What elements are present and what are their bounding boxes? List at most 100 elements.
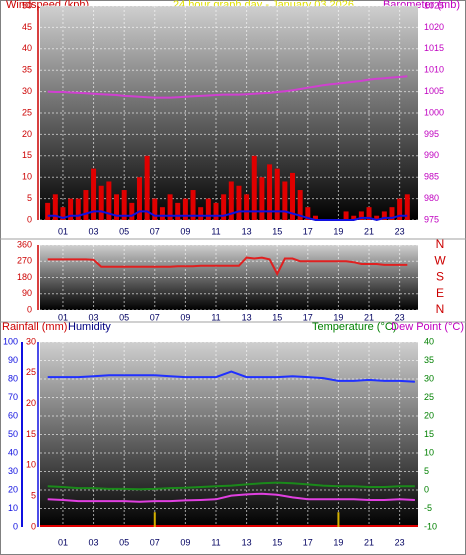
- y2ticks-label: 35: [424, 355, 434, 365]
- y2ticks-label: 20: [424, 410, 434, 420]
- y2ticks-label: 980: [424, 193, 439, 203]
- bar: [282, 181, 288, 220]
- x-tick-label: 19: [333, 226, 343, 236]
- x-tick-label: 09: [180, 226, 190, 236]
- x-tick-label: 01: [58, 537, 68, 547]
- y3ticks-label: 0: [31, 521, 36, 531]
- x-tick-label: 09: [180, 537, 190, 547]
- bar: [366, 207, 372, 220]
- x-tick-label: 05: [119, 537, 129, 547]
- yticks-label: 0: [27, 304, 32, 314]
- x-tick-label: 21: [364, 312, 374, 322]
- bar: [213, 202, 219, 220]
- y3ticks-label: 15: [26, 429, 36, 439]
- x-tick-label: 03: [89, 537, 99, 547]
- x-tick-label: 13: [242, 537, 252, 547]
- y2ticks-label: 30: [424, 373, 434, 383]
- y2ticks-label: 25: [424, 392, 434, 402]
- yticks-label: 180: [17, 272, 32, 282]
- yticks-label: 25: [22, 107, 32, 117]
- x-tick-label: 23: [395, 226, 405, 236]
- bar: [312, 215, 318, 220]
- yticks-label: 20: [22, 129, 32, 139]
- yticks-label: 10: [22, 172, 32, 182]
- yticks-label: 10: [8, 503, 18, 513]
- y2ticks-label: 40: [424, 336, 434, 346]
- legend-dew-point: Dew Point (°C): [391, 321, 464, 333]
- yticks-label: 50: [22, 0, 32, 10]
- bar: [136, 177, 142, 220]
- yticks-label: 30: [22, 86, 32, 96]
- bar: [45, 202, 51, 220]
- x-tick-label: 03: [89, 312, 99, 322]
- y2ticks-label: N: [436, 237, 445, 251]
- yticks-label: 60: [8, 410, 18, 420]
- line: [47, 75, 408, 99]
- legend-humidity: Humidity: [68, 321, 111, 333]
- y2ticks-label: 990: [424, 150, 439, 160]
- y2ticks-label: 1005: [424, 86, 444, 96]
- y2ticks-label: 1025: [424, 0, 444, 10]
- y2ticks-label: 985: [424, 172, 439, 182]
- y3ticks-label: 30: [26, 336, 36, 346]
- chart-title: 24 hour graph day - January 03 2026: [173, 0, 354, 11]
- x-tick-label: 07: [150, 312, 160, 322]
- bar: [68, 198, 74, 220]
- barometer-label: Barometer (mb): [383, 0, 460, 11]
- bar: [121, 190, 127, 220]
- bar: [343, 211, 349, 220]
- yticks-label: 0: [27, 214, 32, 224]
- yticks-label: 40: [8, 447, 18, 457]
- yticks-label: 30: [8, 466, 18, 476]
- bar: [190, 190, 196, 220]
- yticks-label: 90: [22, 288, 32, 298]
- bar: [75, 198, 81, 220]
- x-tick-label: 15: [272, 537, 282, 547]
- bar: [337, 512, 340, 527]
- bar: [221, 194, 227, 220]
- yticks-label: 20: [8, 484, 18, 494]
- x-tick-label: 01: [58, 226, 68, 236]
- bar: [236, 185, 242, 220]
- x-tick-label: 05: [119, 226, 129, 236]
- y3ticks-label: 25: [26, 367, 36, 377]
- x-tick-label: 11: [211, 312, 220, 322]
- bar: [167, 194, 173, 220]
- y2ticks-label: 15: [424, 429, 434, 439]
- yticks-label: 70: [8, 392, 18, 402]
- bar: [274, 168, 280, 220]
- bar: [358, 211, 364, 220]
- yticks-label: 45: [22, 22, 32, 32]
- y2ticks-label: 1000: [424, 107, 444, 117]
- bar: [60, 207, 66, 220]
- bar: [290, 172, 296, 220]
- bar: [305, 207, 311, 220]
- y2ticks-label: N: [436, 302, 445, 316]
- legend-temperature: Temperature (°C): [312, 321, 396, 333]
- yticks-label: 40: [22, 43, 32, 53]
- x-tick-label: 11: [211, 537, 220, 547]
- y2ticks-label: S: [436, 270, 444, 284]
- y2ticks-label: -5: [424, 503, 432, 513]
- bar: [175, 202, 181, 220]
- bar: [106, 181, 112, 220]
- x-tick-label: 19: [333, 537, 343, 547]
- x-tick-label: 15: [272, 226, 282, 236]
- y2ticks-label: E: [436, 286, 444, 300]
- x-tick-label: 03: [89, 226, 99, 236]
- y2ticks-label: 0: [424, 484, 429, 494]
- bar: [351, 215, 357, 220]
- yticks-label: 50: [8, 429, 18, 439]
- bar: [182, 198, 188, 220]
- bar: [129, 202, 135, 220]
- bar: [397, 198, 403, 220]
- bar: [152, 198, 158, 220]
- x-tick-label: 15: [272, 312, 282, 322]
- bar: [228, 181, 234, 220]
- line: [47, 370, 415, 383]
- y2ticks-label: 1020: [424, 22, 444, 32]
- yticks-label: 270: [17, 256, 32, 266]
- yticks-label: 360: [17, 239, 32, 249]
- bar: [159, 207, 165, 220]
